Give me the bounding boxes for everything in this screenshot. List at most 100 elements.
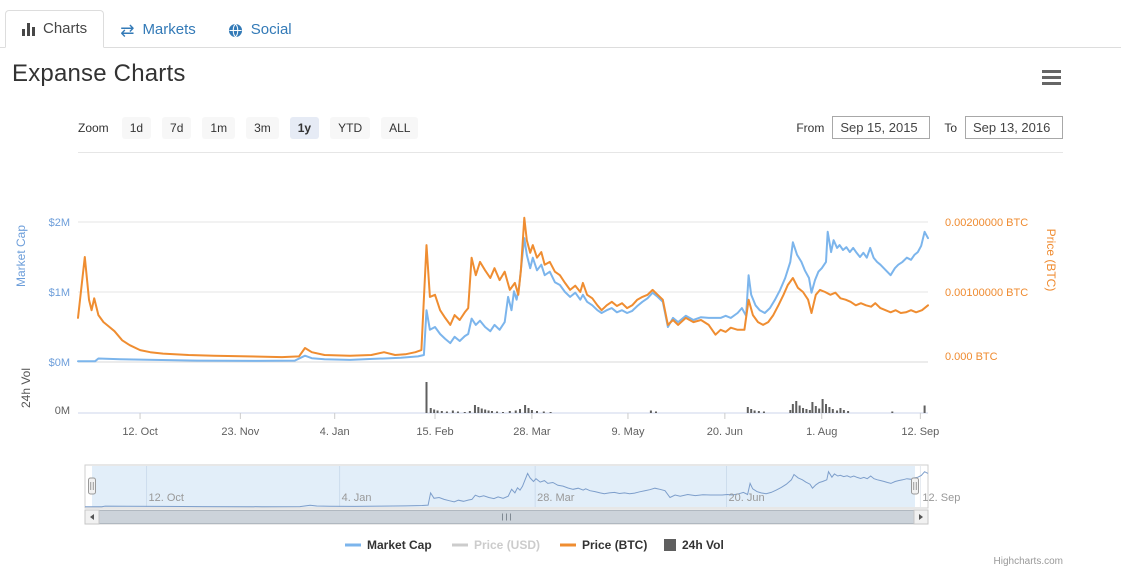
legend-item-24h-vol[interactable]: 24h Vol [664,538,724,552]
volume-bar [429,408,432,413]
volume-bar [433,409,436,413]
toolbar-divider [78,152,1063,153]
volume-bar [836,410,839,413]
zoom-button-ytd[interactable]: YTD [330,116,371,139]
from-date-input[interactable] [832,116,931,139]
navigator-axis-label: 20. Jun [729,492,765,504]
volume-bar [463,412,466,413]
volume-bar [891,411,894,413]
navigator-axis-label: 12. Sep [922,492,960,504]
volume-bar [473,405,476,413]
tab-charts-label: Charts [43,20,88,37]
tab-charts[interactable]: Charts [5,10,105,48]
y-axis-left-label: $2M [49,217,70,229]
volume-bar [649,410,652,413]
x-axis-label: 28. Mar [513,426,551,438]
volume-bar [542,411,545,413]
volume-bar [530,410,533,413]
y-axis-right-label: 0.000 BTC [945,351,998,363]
highcharts-credits[interactable]: Highcharts.com [994,556,1063,567]
volume-bar [436,410,439,413]
y-axis-right-title: Price (BTC) [1044,229,1058,292]
volume-bar [750,409,753,413]
tab-social[interactable]: Social [212,12,308,48]
tab-markets[interactable]: ⇄ Markets [104,12,212,48]
zoom-button-all[interactable]: ALL [381,116,419,139]
volume-bar [821,399,824,413]
navigator-series-line [85,470,929,508]
to-label: To [944,120,957,135]
volume-bar [839,408,842,413]
volume-bar [514,410,517,413]
legend-label: Price (BTC) [582,538,647,552]
navigator-handle-right[interactable] [911,477,919,495]
volume-bar [487,410,490,413]
navigator-handle-left[interactable] [88,477,96,495]
volume-bar [480,408,483,413]
chart-toolbar: Zoom 1d 7d 1m 3m 1y YTD ALL From To [78,116,1063,139]
volume-bar [811,402,814,413]
volume-bar [798,405,801,413]
tab-social-label: Social [250,21,292,38]
legend-item-price-usd-[interactable]: Price (USD) [452,538,540,552]
volume-bar [536,411,538,413]
scrollbar-right-arrow-icon [919,514,923,520]
volume-bar [831,409,834,413]
volume-bar [805,409,808,413]
volume-bar [795,401,798,413]
x-axis-label: 20. Jun [707,426,743,438]
legend-marker [664,539,676,551]
legend-item-price-btc-[interactable]: Price (BTC) [560,538,647,552]
legend-label: Price (USD) [474,538,540,552]
legend-label: 24h Vol [682,538,724,552]
volume-bar [490,411,493,413]
navigator-axis-label: 28. Mar [537,492,575,504]
volume-axis-title: 24h Vol [19,368,33,408]
zoom-button-1d[interactable]: 1d [121,116,152,139]
date-range: From To [796,116,1063,139]
chart-context-menu-button[interactable] [1042,70,1061,88]
volume-bar [496,411,499,413]
tab-markets-label: Markets [142,21,196,38]
x-axis-label: 15. Feb [416,426,453,438]
volume-bar [814,406,817,413]
zoom-label: Zoom [78,120,109,135]
volume-bar [847,411,850,413]
volume-bar [451,410,454,413]
volume-bar [445,411,448,413]
navigator-mask[interactable] [92,466,915,507]
x-axis-label: 12. Oct [122,426,157,438]
y-axis-right-label: 0.00100000 BTC [945,287,1028,299]
legend-item-market-cap[interactable]: Market Cap [345,538,432,552]
volume-bar [923,405,926,413]
volume-bar [456,411,459,413]
volume-bar [808,410,811,413]
x-axis-label: 9. May [611,426,645,438]
to-date-input[interactable] [965,116,1063,139]
from-label: From [796,120,825,135]
volume-bar [828,407,831,413]
zoom-button-1m[interactable]: 1m [202,116,236,139]
y-axis-right-label: 0.00200000 BTC [945,217,1028,229]
scrollbar-left-arrow-icon [90,514,94,520]
zoom-button-1y[interactable]: 1y [289,116,320,139]
volume-bar [825,404,827,413]
volume-bar [655,411,657,413]
volume-bar [425,382,428,413]
volume-bar [527,408,530,413]
navigator-outline [84,464,929,509]
legend-label: Market Cap [367,538,432,552]
volume-bar [842,410,845,413]
zoom-button-3m[interactable]: 3m [246,116,279,139]
page-title: Expanse Charts [12,60,186,87]
globe-icon [228,23,243,38]
volume-bar [468,411,471,413]
zoom-button-group: 1d 7d 1m 3m 1y YTD ALL [111,116,419,139]
market-cap-line [77,230,929,363]
volume-bar [753,410,756,413]
volume-bar [549,412,552,413]
zoom-button-7d[interactable]: 7d [162,116,192,139]
volume-bar [757,411,760,413]
tab-bar: Charts ⇄ Markets Social [0,7,1121,48]
